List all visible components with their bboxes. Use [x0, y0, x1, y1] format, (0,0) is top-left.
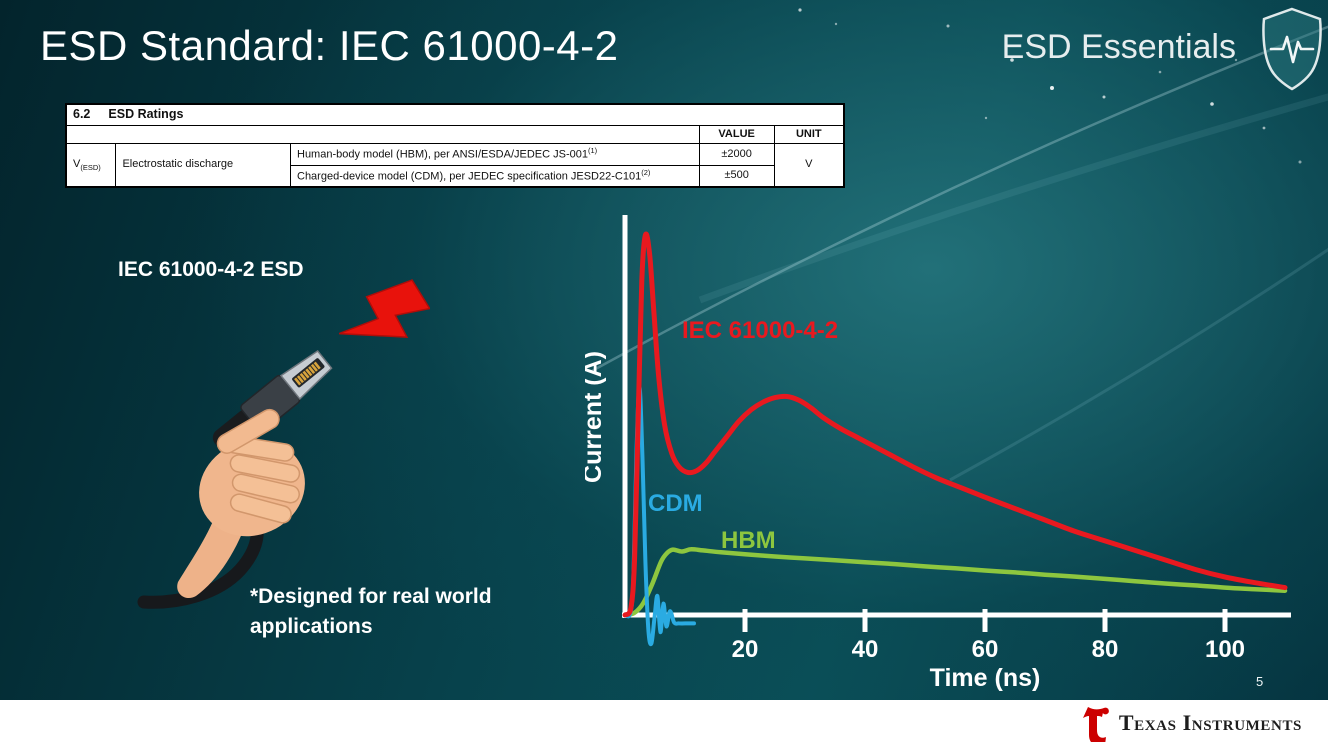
thumb [216, 408, 280, 454]
table-section-header: 6.2 ESD Ratings [65, 103, 845, 126]
svg-text:40: 40 [852, 636, 879, 663]
esd-current-chart: 20 40 60 80 100 Time (ns) Current (A) IEC 61… [585, 215, 1291, 692]
brand-title: ESD Essentials [1001, 28, 1236, 66]
param-name: Electrostatic discharge [115, 143, 291, 188]
page-title: ESD Standard: IEC 61000-4-2 [40, 22, 619, 69]
cdm-footnote: (2) [641, 167, 651, 177]
param-symbol: V(ESD) [65, 143, 117, 188]
cdm-desc-text: Charged-device model (CDM), per JEDEC sp… [297, 170, 642, 183]
y-axis-title: Current (A) [585, 351, 607, 483]
hbm-value: ±2000 [698, 143, 775, 166]
designed-note: *Designed for real world applications [250, 582, 492, 643]
connector-pins [294, 361, 321, 386]
col-header-unit: UNIT [773, 124, 845, 145]
svg-text:20: 20 [732, 636, 759, 663]
footer-bar: Texas Instruments [0, 700, 1328, 746]
cdm-curve-label: CDM [648, 490, 703, 517]
x-axis-title: Time (ns) [930, 664, 1041, 692]
esd-essentials-shield-icon [1262, 7, 1322, 91]
svg-text:80: 80 [1092, 636, 1119, 663]
note-line-2: applications [250, 615, 373, 639]
ratings-table: 6.2 ESD Ratings VALUE UNIT V(ESD) Electro… [65, 103, 845, 189]
unit-cell: V [773, 143, 845, 188]
hbm-curve [622, 547, 1288, 618]
iec-curve [622, 231, 1288, 618]
param-symbol-main: V [73, 158, 81, 170]
svg-text:100: 100 [1205, 636, 1245, 663]
svg-text:60: 60 [972, 636, 999, 663]
hbm-footnote: (1) [588, 146, 598, 156]
ti-logo-icon [1082, 707, 1109, 742]
section-title: ESD Ratings [108, 107, 184, 121]
esd-hand-illustration [137, 279, 430, 609]
esd-ratings-table-panel: 6.2 ESD Ratings VALUE UNIT V(ESD) Electro… [65, 103, 845, 189]
hbm-desc-text: Human-body model (HBM), per ANSI/ESDA/JE… [297, 149, 588, 162]
lightning-bolt-icon [338, 279, 430, 338]
section-number: 6.2 [73, 107, 91, 121]
iec-curve-label: IEC 61000-4-2 [682, 317, 838, 344]
hbm-description: Human-body model (HBM), per ANSI/ESDA/JE… [290, 143, 700, 166]
cdm-description: Charged-device model (CDM), per JEDEC sp… [290, 164, 700, 188]
blank-header-cell [65, 124, 700, 145]
hbm-curve-label: HBM [721, 527, 776, 554]
col-header-value: VALUE [698, 124, 775, 145]
cdm-value: ±500 [698, 164, 775, 188]
param-symbol-sub: (ESD) [80, 163, 101, 173]
page-number: 5 [1256, 674, 1264, 689]
note-line-1: *Designed for real world [250, 585, 492, 608]
illustration-label: IEC 61000-4-2 ESD [118, 258, 304, 281]
ti-wordmark: Texas Instruments [1118, 710, 1302, 735]
x-axis-ticks: 20 40 60 80 100 [732, 609, 1245, 663]
